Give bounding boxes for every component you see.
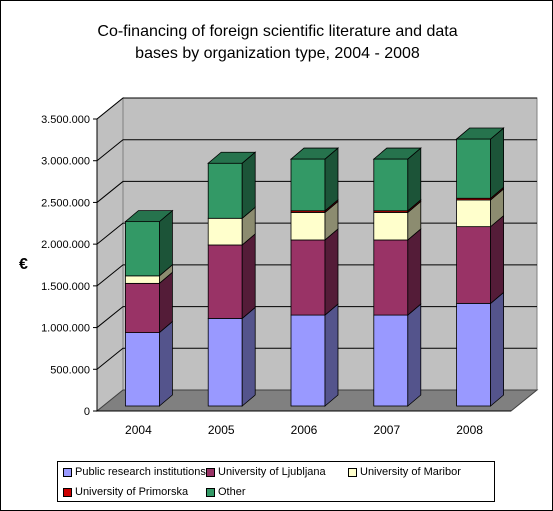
bar-university-of-ljubljana-2005-side bbox=[241, 233, 256, 320]
bar-top-2007 bbox=[372, 147, 422, 160]
bar-university-of-ljubljana-2006-front bbox=[290, 239, 326, 316]
bar-other-2006-front bbox=[290, 158, 326, 212]
bar-public-research-institutions-2004-front bbox=[125, 332, 160, 407]
legend-label-other: Other bbox=[218, 486, 246, 498]
legend-swatch-univ-primorska bbox=[63, 487, 72, 497]
x-tick-label-2008: 2008 bbox=[456, 423, 483, 437]
y-tick-label: 3.000.000 bbox=[41, 156, 90, 168]
legend: Public research institutions University … bbox=[57, 461, 495, 502]
x-tick-label-2004: 2004 bbox=[125, 423, 152, 437]
legend-item-other: Other bbox=[206, 486, 246, 498]
bar-university-of-ljubljana-2004-front bbox=[125, 282, 160, 333]
plot-area: 0 500.000 1.000.000 1.500.000 2.000.000 2.500… bbox=[41, 96, 539, 437]
chart-title-line-2: bases by organization type, 2004 - 2008 bbox=[135, 45, 420, 62]
legend-item-public-research: Public research institutions bbox=[63, 466, 206, 478]
bar-public-research-institutions-2007-front bbox=[373, 314, 409, 407]
legend-swatch-univ-ljubljana bbox=[206, 467, 215, 477]
bar-top-2005 bbox=[207, 151, 257, 164]
legend-label-univ-ljubljana: University of Ljubljana bbox=[218, 466, 326, 478]
y-tick-label: 500.000 bbox=[50, 364, 90, 376]
legend-label-univ-primorska: University of Primorska bbox=[75, 486, 189, 498]
bar-public-research-institutions-2005-side bbox=[241, 306, 256, 407]
bar-university-of-maribor-2004-front bbox=[125, 275, 160, 284]
gridline bbox=[96, 139, 537, 162]
y-tick-label: 1.000.000 bbox=[41, 323, 90, 335]
bar-university-of-maribor-2005-front bbox=[207, 217, 243, 246]
bar-university-of-maribor-2006-front bbox=[290, 212, 326, 241]
bar-public-research-institutions-2007-side bbox=[407, 303, 422, 407]
legend-item-univ-maribor: University of Maribor bbox=[348, 466, 461, 478]
bar-university-of-maribor-2007-front bbox=[373, 212, 409, 241]
legend-swatch-other bbox=[206, 487, 215, 497]
legend-item-univ-ljubljana: University of Ljubljana bbox=[206, 466, 326, 478]
x-tick-label-2005: 2005 bbox=[208, 423, 235, 437]
bar-public-research-institutions-2004-side bbox=[158, 320, 173, 407]
bar-public-research-institutions-2008-side bbox=[490, 291, 505, 407]
legend-label-univ-maribor: University of Maribor bbox=[360, 466, 461, 478]
y-tick-label: 3.500.000 bbox=[41, 114, 90, 126]
bar-public-research-institutions-2008-front bbox=[456, 302, 492, 407]
bar-university-of-ljubljana-2007-side bbox=[407, 228, 422, 316]
bar-university-of-ljubljana-2007-front bbox=[373, 239, 409, 316]
bar-top-2006 bbox=[289, 147, 340, 160]
chart-title-line-1: Co-financing of foreign scientific liter… bbox=[97, 23, 458, 40]
bar-university-of-ljubljana-2006-side bbox=[324, 228, 339, 316]
y-tick-label: 0 bbox=[84, 406, 90, 418]
legend-label-public-research: Public research institutions bbox=[75, 466, 206, 478]
side-wall bbox=[96, 96, 124, 413]
legend-item-univ-primorska: University of Primorska bbox=[63, 486, 188, 498]
y-tick-label: 1.500.000 bbox=[41, 281, 90, 293]
bar-other-2005-side bbox=[241, 151, 256, 220]
x-tick-label-2006: 2006 bbox=[291, 423, 318, 437]
bar-other-2008-side bbox=[490, 127, 505, 200]
y-axis-label: € bbox=[19, 256, 28, 273]
bar-university-of-ljubljana-2008-front bbox=[456, 226, 492, 304]
bar-other-2004-front bbox=[125, 221, 160, 277]
x-tick-label-2007: 2007 bbox=[373, 423, 400, 437]
legend-swatch-univ-maribor bbox=[348, 467, 357, 477]
bar-public-research-institutions-2006-front bbox=[290, 314, 326, 407]
bar-public-research-institutions-2005-front bbox=[207, 317, 243, 407]
bar-top-2004 bbox=[124, 210, 174, 223]
y-tick-label: 2.000.000 bbox=[41, 239, 90, 251]
y-tick-label: 2.500.000 bbox=[41, 197, 90, 209]
bar-university-of-ljubljana-2008-side bbox=[490, 214, 505, 305]
chart-title: Co-financing of foreign scientific liter… bbox=[1, 21, 552, 65]
bar-top-2008 bbox=[455, 127, 505, 140]
bar-university-of-maribor-2008-front bbox=[456, 199, 492, 228]
bar-public-research-institutions-2006-side bbox=[324, 303, 339, 407]
gridline bbox=[96, 97, 537, 120]
legend-swatch-public-research bbox=[63, 467, 72, 477]
bar-other-2005-front bbox=[207, 162, 243, 219]
bar-other-2007-front bbox=[373, 158, 409, 212]
bar-university-of-ljubljana-2005-front bbox=[207, 244, 243, 319]
bar-other-2008-front bbox=[456, 138, 492, 199]
